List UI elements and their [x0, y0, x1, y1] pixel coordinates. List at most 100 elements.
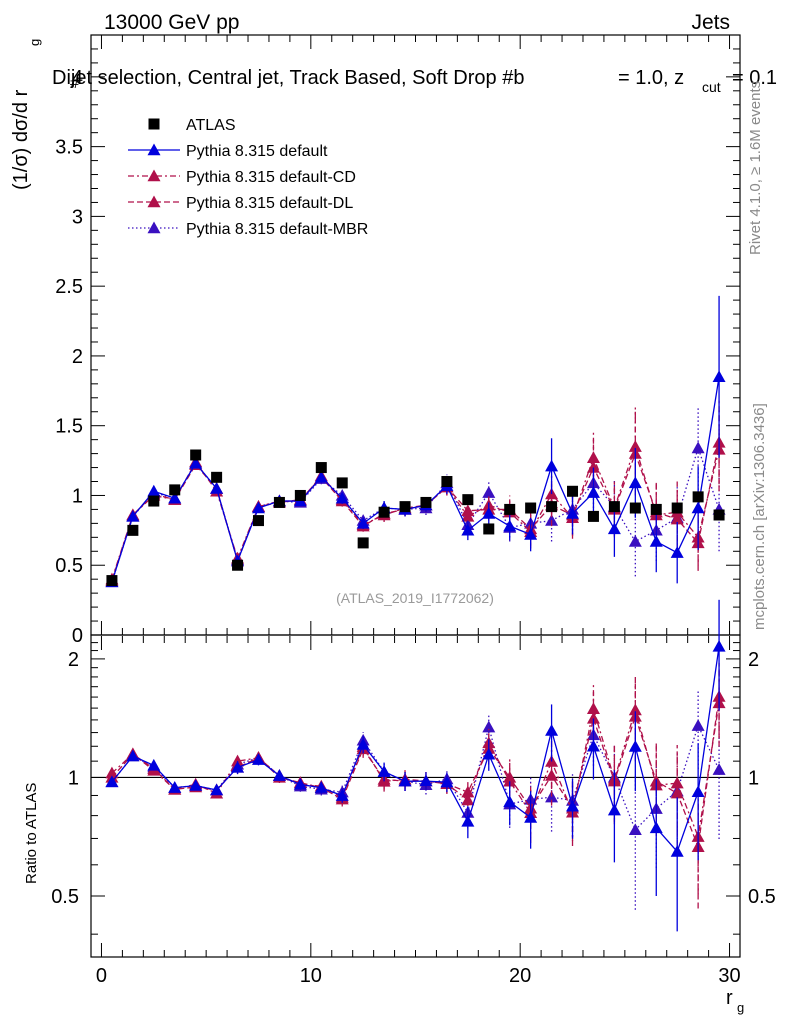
ratio-point-mbr [482, 720, 496, 733]
ratio-series-default [105, 599, 726, 932]
y-tick-label: 2.5 [55, 276, 83, 298]
ratio-point-default [335, 789, 349, 801]
main-ylabel-sub: g [27, 39, 42, 46]
plot-title-end: = 0.1 [732, 67, 777, 89]
ratio-tick-label-right: 0.5 [748, 886, 776, 908]
point-atlas [671, 502, 683, 514]
point-atlas [127, 524, 139, 536]
point-atlas [650, 503, 662, 515]
ratio-point-cd [670, 776, 684, 789]
point-cd [461, 509, 475, 522]
rivet-version-label: Rivet 4.1.0, ≥ 1.6M events [747, 81, 764, 255]
point-default [712, 370, 726, 383]
plot-title-tail: = 1.0, z [618, 67, 684, 89]
y-tick-label: 1 [72, 485, 83, 507]
ratio-point-default [231, 760, 245, 773]
x-tick-label: 0 [96, 965, 107, 987]
point-default [670, 546, 684, 558]
point-atlas [169, 484, 181, 496]
series-line-dl [111, 442, 720, 581]
point-default [545, 459, 559, 472]
ratio-point-default [398, 774, 412, 787]
point-atlas [629, 502, 641, 514]
xlabel-sub: g [737, 1000, 744, 1015]
point-atlas [483, 523, 495, 535]
point-atlas [504, 503, 516, 515]
y-tick-label: 0 [72, 625, 83, 647]
point-default [503, 519, 517, 532]
ratio-point-default [628, 740, 642, 752]
point-default [126, 509, 140, 522]
point-cd [586, 451, 600, 463]
point-mbr [691, 441, 705, 454]
ratio-axis-ticks: 0.5 0.5 1 1 2 2 [51, 642, 776, 935]
main-ylabel-text: (1/σ) dσ/d r [10, 89, 32, 190]
ratio-point-default [503, 795, 517, 808]
point-mbr [482, 486, 496, 498]
point-default [314, 470, 328, 483]
ratio-line-dl [111, 696, 720, 850]
point-atlas [587, 510, 599, 522]
ratio-line-default [111, 646, 720, 853]
ratio-series-layer [105, 599, 726, 932]
ratio-point-default [251, 753, 265, 765]
point-atlas [441, 476, 453, 488]
xlabel: r [726, 987, 733, 1009]
title-overlap-glyph: # [70, 75, 79, 92]
point-default [628, 476, 642, 489]
point-atlas [357, 537, 369, 549]
ratio-point-cd [628, 703, 642, 716]
legend-marker-dl [147, 195, 161, 208]
ratio-point-cd [105, 766, 119, 779]
point-atlas [713, 509, 725, 521]
point-default [691, 501, 705, 514]
y-tick-label: 1.5 [55, 416, 83, 438]
legend-label-atlas: ATLAS [186, 117, 236, 134]
main-ylabel: (1/σ) dσ/d r g [10, 39, 42, 190]
ratio-point-default [482, 747, 496, 760]
point-atlas [420, 496, 432, 508]
ratio-point-default [545, 724, 559, 736]
ratio-tick-label: 1 [68, 767, 79, 789]
y-tick-label: 2 [72, 346, 83, 368]
ratio-point-mbr [628, 823, 642, 836]
ratio-tick-label: 2 [68, 649, 79, 671]
series-dl [105, 400, 726, 586]
x-tick-label: 10 [300, 965, 322, 987]
point-mbr [545, 514, 559, 526]
main-series-layer [105, 295, 726, 588]
point-default [607, 522, 621, 535]
ratio-series-mbr [105, 691, 726, 910]
legend-marker-default [147, 143, 161, 156]
point-default [335, 491, 349, 504]
ratio-point-cd [586, 702, 600, 714]
point-atlas [190, 449, 202, 461]
ratio-point-default [356, 738, 370, 750]
ratio-tick-label: 0.5 [51, 886, 79, 908]
ratio-point-cd [461, 793, 475, 806]
y-tick-label: 4 [72, 67, 83, 89]
point-atlas [273, 496, 285, 508]
ratio-point-mbr [691, 719, 705, 731]
ratio-ylabel: Ratio to ATLAS [23, 783, 40, 884]
point-default [482, 507, 496, 519]
point-default [586, 486, 600, 498]
y-tick-label: 0.5 [55, 555, 83, 577]
point-default [524, 528, 538, 540]
legend-label-cd: Pythia 8.315 default-CD [186, 169, 356, 186]
legend-label-dl: Pythia 8.315 default-DL [186, 195, 353, 212]
ratio-point-default [272, 769, 286, 781]
legend-marker-mbr [147, 221, 161, 234]
point-default [251, 501, 265, 514]
ratio-tick-label-right: 1 [748, 767, 759, 789]
point-atlas [148, 495, 160, 507]
x-tick-label: 20 [509, 965, 531, 987]
ratio-point-mbr [712, 763, 726, 775]
point-default [356, 516, 370, 529]
point-default [168, 491, 182, 504]
ratio-point-default [105, 775, 119, 788]
point-atlas [315, 462, 327, 474]
mcplots-label: mcplots.cern.ch [arXiv:1306.3436] [751, 403, 768, 630]
legend-label-mbr: Pythia 8.315 default-MBR [186, 221, 368, 238]
